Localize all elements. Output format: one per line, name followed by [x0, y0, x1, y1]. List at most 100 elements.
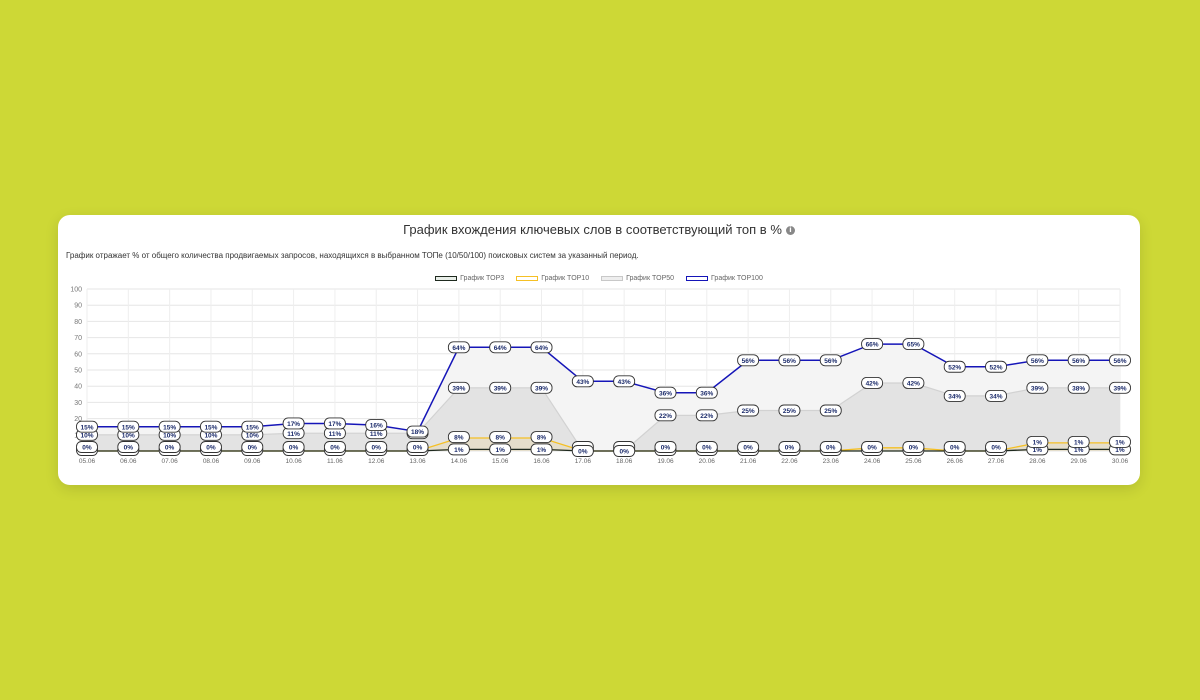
- point-badge-top3: [530, 443, 553, 456]
- x-tick-label: 13.06: [409, 458, 426, 465]
- point-badge-top100: [819, 354, 842, 367]
- point-label-text-top10: 0%: [950, 445, 960, 452]
- point-label-top10: 1%: [1109, 435, 1131, 448]
- card-header: График вхождения ключевых слов в соответ…: [58, 222, 1140, 237]
- point-badge-top10: [819, 441, 842, 453]
- point-label-text-top10: 0%: [206, 445, 216, 452]
- x-tick-label: 15.06: [492, 458, 509, 465]
- point-label-top10: 0%: [654, 441, 677, 453]
- point-badge-top10: [695, 441, 718, 453]
- point-label-top100: 15%: [241, 420, 264, 433]
- point-label-text-top100: 56%: [742, 358, 755, 365]
- point-badge-top50: [985, 389, 1007, 402]
- point-badge-top10: [778, 441, 801, 453]
- y-tick-label: 30: [74, 400, 82, 407]
- point-badge-top50: [737, 404, 760, 417]
- labels-top10: 0% 0% 0% 0% 0% 0% 0% 0% 0% 8% 8% 8% 0% 0% 0% 0% 0% 0% 0% 0%…: [76, 431, 1131, 453]
- point-label-top10: 1%: [1026, 435, 1049, 448]
- legend-item-top50[interactable]: График TOP50: [601, 275, 674, 282]
- point-badge-top10: [365, 441, 388, 453]
- point-label-top10: 0%: [985, 441, 1007, 453]
- point-label-top10: 8%: [447, 431, 470, 443]
- point-badge-top100: [282, 417, 305, 430]
- point-label-text-top100: 56%: [1031, 358, 1044, 365]
- x-tick-label: 10.06: [285, 458, 302, 465]
- point-label-top10: 8%: [530, 431, 553, 443]
- point-label-text-top50: 10%: [80, 432, 93, 439]
- point-label-top10: 0%: [323, 441, 346, 453]
- point-badge-top100: [571, 375, 594, 388]
- point-label-text-top50: 39%: [494, 385, 507, 392]
- point-label-top50: 42%: [902, 377, 925, 389]
- point-badge-top10: [282, 441, 305, 453]
- point-label-top100: 56%: [778, 354, 801, 367]
- point-label-top100: 16%: [365, 419, 388, 432]
- point-label-text-top100: 56%: [783, 358, 796, 365]
- point-badge-top10: [158, 441, 181, 453]
- point-label-text-top10: 0%: [82, 445, 92, 452]
- point-label-top10: 0%: [406, 441, 429, 453]
- x-tick-label: 22.06: [781, 458, 798, 465]
- point-label-text-top100: 65%: [907, 342, 920, 349]
- point-badge-top50: [819, 404, 842, 417]
- point-label-text-top50: 10%: [122, 432, 135, 439]
- legend-label-top100: График TOP100: [711, 275, 763, 282]
- point-label-text-top10: 0%: [661, 445, 671, 452]
- x-tick-label: 12.06: [368, 458, 385, 465]
- point-badge-top50: [1067, 381, 1090, 394]
- point-label-text-top100: 56%: [1113, 358, 1126, 365]
- point-badge-top10: [76, 441, 98, 453]
- point-badge-top10: [1067, 435, 1090, 448]
- point-label-text-top50: 0%: [619, 449, 629, 456]
- point-badge-top50: [1109, 381, 1131, 394]
- point-badge-top50: [530, 381, 553, 394]
- point-label-top10: 0%: [943, 441, 966, 453]
- point-label-text-top50: 38%: [1072, 385, 1085, 392]
- point-label-top10: 0%: [241, 441, 264, 453]
- point-label-top10: 0%: [117, 441, 140, 453]
- chart-title: График вхождения ключевых слов в соответ…: [403, 222, 782, 237]
- x-tick-label: 08.06: [203, 458, 220, 465]
- point-badge-top10: [1109, 435, 1131, 448]
- point-label-top50: 0%: [571, 445, 594, 457]
- point-label-top100: 15%: [76, 420, 98, 433]
- point-label-text-top100: 52%: [948, 364, 961, 371]
- legend-item-top100[interactable]: График TOP100: [686, 275, 763, 282]
- point-label-text-top50: 11%: [370, 431, 383, 438]
- legend-item-top3[interactable]: График TOP3: [435, 275, 504, 282]
- point-badge-top100: [406, 425, 429, 438]
- point-label-top10: 0%: [200, 441, 222, 453]
- point-badge-top100: [613, 375, 636, 388]
- point-badge-top100: [76, 420, 98, 433]
- point-label-top50: 34%: [943, 389, 966, 402]
- legend: График TOP3 График TOP10 График TOP50 Графи…: [58, 275, 1140, 282]
- point-label-text-top3: 1%: [1115, 447, 1125, 454]
- point-label-text-top10: 0%: [867, 445, 877, 452]
- legend-item-top10[interactable]: График TOP10: [516, 275, 589, 282]
- info-icon[interactable]: i: [785, 226, 795, 236]
- point-label-text-top50: 10%: [246, 432, 259, 439]
- x-tick-label: 28.06: [1029, 458, 1046, 465]
- point-label-text-top100: 43%: [618, 379, 631, 386]
- point-badge-top100: [323, 417, 346, 430]
- point-badge-top100: [365, 419, 388, 432]
- x-tick-label: 24.06: [864, 458, 881, 465]
- point-label-top100: 56%: [1067, 354, 1090, 367]
- point-label-text-top10: 0%: [909, 445, 919, 452]
- x-tick-label: 09.06: [244, 458, 261, 465]
- point-badge-top100: [489, 341, 512, 354]
- y-tick-label: 60: [74, 351, 82, 358]
- x-tick-label: 14.06: [451, 458, 468, 465]
- point-label-text-top10: 8%: [537, 435, 547, 442]
- y-tick-label: 90: [74, 303, 82, 310]
- point-label-text-top50: 10%: [204, 432, 217, 439]
- point-label-text-top100: 16%: [370, 423, 383, 430]
- x-tick-label: 06.06: [120, 458, 137, 465]
- x-tick-label: 11.06: [327, 458, 343, 465]
- point-badge-top100: [1067, 354, 1090, 367]
- point-label-top10: 0%: [902, 441, 925, 453]
- point-badge-top100: [861, 338, 884, 351]
- point-label-text-top10: 0%: [124, 445, 134, 452]
- point-badge-top100: [943, 360, 966, 373]
- point-label-text-top10: 0%: [248, 445, 258, 452]
